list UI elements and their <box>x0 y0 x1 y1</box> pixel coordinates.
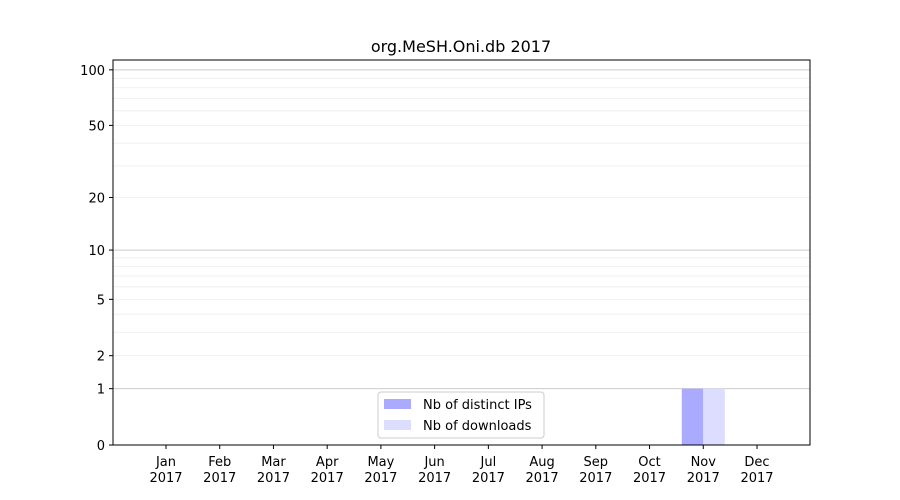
x-tick-label: Jan 2017 <box>149 455 182 486</box>
chart-title: org.MeSH.Oni.db 2017 <box>371 37 551 56</box>
legend-label: Nb of distinct IPs <box>423 398 532 413</box>
y-tick-label: 0 <box>97 439 105 454</box>
y-tick-label: 1 <box>97 383 105 398</box>
x-tick-label: Sep 2017 <box>579 455 612 486</box>
x-tick-label: Jul 2017 <box>472 455 505 486</box>
x-tick-label: Feb 2017 <box>203 455 236 486</box>
legend-swatch <box>384 399 411 409</box>
x-tick-label: Aug 2017 <box>526 455 559 486</box>
x-tick-label: Mar 2017 <box>257 455 290 486</box>
y-tick-label: 100 <box>80 64 105 79</box>
x-tick-label: Apr 2017 <box>311 455 344 486</box>
legend-box <box>377 391 545 439</box>
x-tick-label: Dec 2017 <box>740 455 773 486</box>
x-tick-label: Nov 2017 <box>687 455 720 486</box>
x-tick-label: Oct 2017 <box>633 455 666 486</box>
legend: Nb of distinct IPs Nb of downloads <box>377 391 545 439</box>
y-tick-label: 50 <box>88 119 105 134</box>
y-tick-label: 20 <box>88 192 105 207</box>
x-tick-label: May 2017 <box>364 455 397 486</box>
y-tick-label: 10 <box>88 244 105 259</box>
legend-label: Nb of downloads <box>423 419 532 434</box>
legend-swatch <box>384 420 411 430</box>
bar-downloads <box>703 388 725 445</box>
plot-frame <box>112 59 811 446</box>
bar-distinct-ips <box>681 388 704 445</box>
x-tick-label: Jun 2017 <box>418 455 451 486</box>
y-tick-label: 2 <box>97 350 105 365</box>
y-tick-label: 5 <box>97 293 105 308</box>
